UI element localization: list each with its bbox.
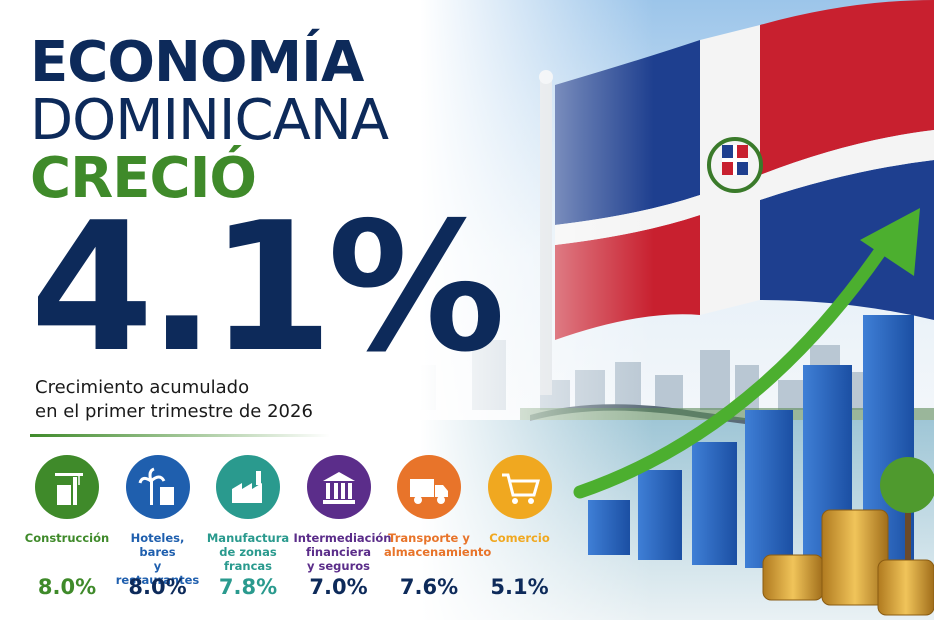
sector-name-line: financiera [305, 545, 372, 559]
sector-name-line: almacenamiento [384, 545, 492, 559]
sector-value: 8.0% [37, 575, 97, 599]
sector-icon [125, 455, 190, 519]
sector-value: 7.6% [399, 575, 459, 599]
sector-name-line: y restaurantes [115, 559, 200, 587]
sector-name: Comercio [475, 531, 565, 575]
sector-name: Construcción [22, 531, 112, 575]
sector-name: Transporte y almacenamiento [384, 531, 492, 575]
subtitle: Crecimiento acumulado en el primer trime… [35, 376, 313, 424]
divider [30, 434, 330, 437]
sector-name: Manufactura de zonas francas [203, 531, 293, 575]
sector-name-line: Hoteles, bares [130, 531, 185, 559]
headline-line: ECONOMÍA [30, 30, 364, 95]
sector: Intermediación financiera y seguros 7.0% [293, 455, 392, 599]
sector-icon [35, 455, 99, 519]
headline-line: DOMINICANA [30, 88, 389, 153]
sector-name-line: Comercio [489, 531, 550, 545]
sector-name: Hoteles, bares y restaurantes [113, 531, 203, 587]
sector-name-line: Construcción [24, 531, 110, 545]
sector-icon [397, 455, 461, 519]
sector: Comercio 5.1% [475, 455, 565, 599]
sector-icon [487, 455, 552, 519]
sector-icon [216, 455, 280, 519]
sector: Manufactura de zonas francas 7.8% [203, 455, 293, 599]
sector-name: Intermediación financiera y seguros [293, 531, 392, 575]
sector-value: 8.0% [128, 575, 187, 599]
subtitle-line: Crecimiento acumulado [35, 377, 250, 398]
sector-value: 5.1% [490, 575, 549, 599]
sector-name-line: de zonas francas [219, 545, 277, 573]
sector: Transporte y almacenamiento 7.6% [384, 455, 492, 599]
sector-value: 7.0% [309, 575, 368, 599]
sector-value: 7.8% [218, 575, 278, 599]
headline-line: CRECIÓ [30, 146, 257, 211]
sector-icon [306, 455, 371, 519]
sector: Construcción 8.0% [22, 455, 112, 599]
sector-name-line: Manufactura [206, 531, 290, 545]
sector-name-line: y seguros [307, 559, 370, 573]
sector-name-line: Transporte y [388, 531, 470, 545]
headline-figure: 4.1% [30, 184, 506, 391]
sector-name-line: Intermediación [293, 531, 392, 545]
subtitle-line: en el primer trimestre de 2026 [35, 401, 313, 422]
sector: Hoteles, bares y restaurantes 8.0% [113, 455, 203, 599]
